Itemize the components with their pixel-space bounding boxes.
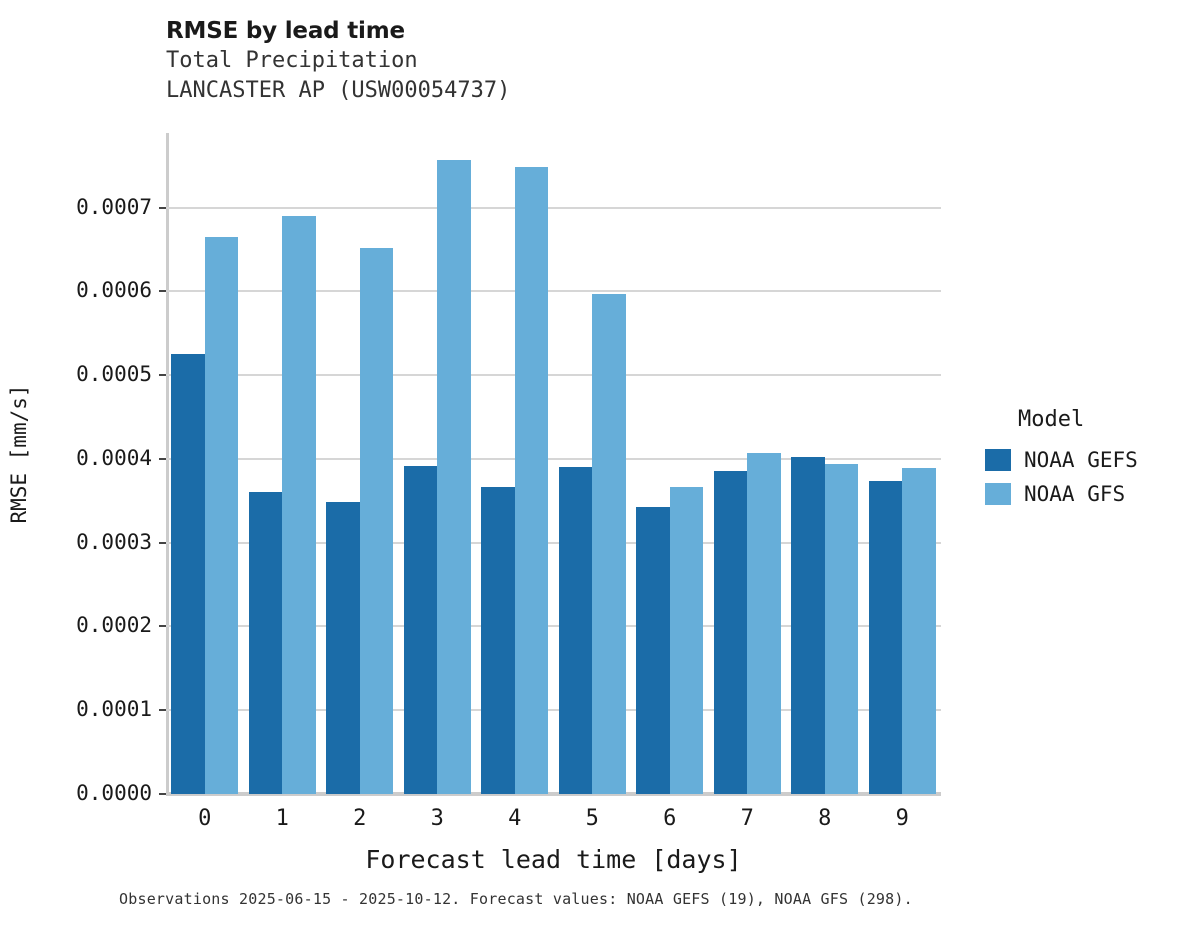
gridline <box>166 709 941 712</box>
y-axis-tick-labels: 0.0000 0.0001 0.0002 0.0003 0.0004 0.0005 0.00… <box>0 133 152 803</box>
bar-noaa-gfs-lead-0 <box>204 236 239 794</box>
y-axis-tick <box>159 290 166 293</box>
y-axis-tick <box>159 374 166 377</box>
y-axis-tick <box>159 457 166 460</box>
x-axis-tick-labels: 0 1 2 3 4 5 6 7 8 9 <box>166 806 941 836</box>
chart-header: RMSE by lead time Total Precipitation LA… <box>166 16 966 106</box>
y-axis-tick-label: 0.0003 <box>76 529 152 554</box>
bar-noaa-gefs-lead-3 <box>403 465 438 794</box>
gridline <box>166 374 941 377</box>
legend: Model NOAA GEFS NOAA GFS <box>985 408 1138 511</box>
gridline <box>166 625 941 628</box>
legend-label: NOAA GEFS <box>1024 448 1138 472</box>
plot-area <box>159 133 941 795</box>
bar-noaa-gefs-lead-2 <box>326 501 360 794</box>
x-axis-tick-label: 5 <box>585 806 599 831</box>
x-axis-tick-label: 8 <box>818 806 832 831</box>
y-axis-tick <box>159 709 166 712</box>
x-axis-tick-label: 0 <box>198 806 212 831</box>
gridline <box>166 541 941 544</box>
y-axis-tick-label: 0.0001 <box>76 697 152 722</box>
y-axis-tick-label: 0.0004 <box>76 445 152 470</box>
x-axis-tick-label: 4 <box>508 806 522 831</box>
x-axis-tick-label: 2 <box>353 806 367 831</box>
legend-label: NOAA GFS <box>1024 482 1126 506</box>
y-axis-tick-label: 0.0005 <box>76 362 152 387</box>
legend-entries: NOAA GEFS NOAA GFS <box>985 443 1138 511</box>
x-axis-tick-label: 7 <box>740 806 754 831</box>
bar-noaa-gefs-lead-5 <box>558 467 593 794</box>
y-axis-tick <box>159 541 166 544</box>
x-axis-tick-label: 3 <box>430 806 444 831</box>
gridline <box>166 457 941 460</box>
x-axis-tick-label: 9 <box>895 806 909 831</box>
chart-subtitle-variable: Total Precipitation <box>166 48 418 73</box>
x-axis-line <box>166 792 941 796</box>
bar-noaa-gefs-lead-7 <box>713 471 748 794</box>
legend-item-noaa-gefs[interactable]: NOAA GEFS <box>985 443 1138 477</box>
x-axis-title: Forecast lead time [days] <box>365 845 742 874</box>
bar-noaa-gfs-lead-9 <box>902 468 936 794</box>
legend-swatch-icon <box>985 449 1011 471</box>
bar-noaa-gefs-lead-8 <box>791 457 825 794</box>
y-axis-tick-label: 0.0006 <box>76 278 152 303</box>
y-axis-tick <box>159 625 166 628</box>
gridline <box>166 290 941 293</box>
chart-title: RMSE by lead time <box>166 18 405 44</box>
x-axis-tick-label: 1 <box>275 806 289 831</box>
bar-noaa-gefs-lead-9 <box>868 480 903 794</box>
bar-noaa-gfs-lead-4 <box>514 166 549 794</box>
x-axis-tick-label: 6 <box>663 806 677 831</box>
y-axis-tick-label: 0.0002 <box>76 613 152 638</box>
gridline <box>166 206 941 209</box>
bar-noaa-gefs-lead-4 <box>481 486 515 794</box>
legend-item-noaa-gfs[interactable]: NOAA GFS <box>985 477 1138 511</box>
bar-noaa-gfs-lead-6 <box>669 486 704 794</box>
bar-noaa-gfs-lead-2 <box>359 247 394 794</box>
y-axis-tick <box>159 206 166 209</box>
bar-noaa-gefs-lead-1 <box>248 492 283 794</box>
chart-footnote: Observations 2025-06-15 - 2025-10-12. Fo… <box>119 890 913 908</box>
bar-noaa-gefs-lead-6 <box>636 506 670 794</box>
bar-noaa-gfs-lead-1 <box>282 215 316 794</box>
bar-noaa-gefs-lead-0 <box>171 354 205 794</box>
y-axis-tick-label: 0.0007 <box>76 194 152 219</box>
bar-noaa-gfs-lead-8 <box>824 463 859 794</box>
chart-subtitle-station: LANCASTER AP (USW00054737) <box>166 78 511 103</box>
legend-swatch-icon <box>985 483 1011 505</box>
bar-noaa-gfs-lead-7 <box>747 453 781 794</box>
bar-noaa-gfs-lead-5 <box>592 293 626 794</box>
bar-noaa-gfs-lead-3 <box>437 159 471 794</box>
y-axis-tick-label: 0.0000 <box>76 781 152 805</box>
y-axis-line <box>166 133 169 794</box>
legend-title: Model <box>1018 407 1085 432</box>
y-axis-tick <box>159 793 166 795</box>
